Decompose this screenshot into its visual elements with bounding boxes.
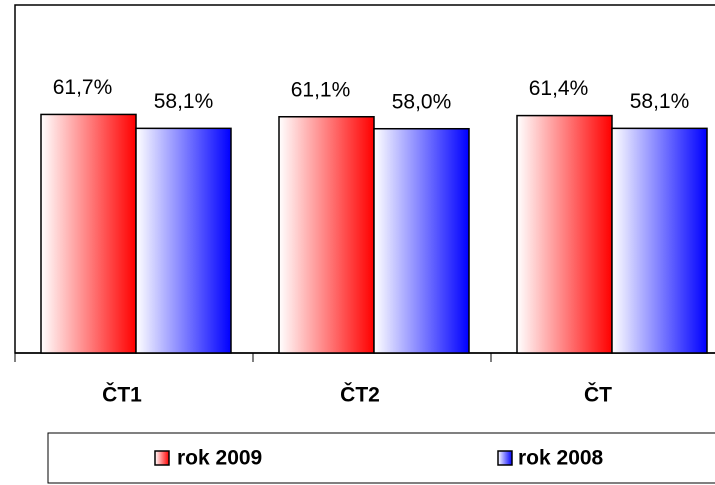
bar — [135, 127, 232, 354]
legend-label: rok 2009 — [177, 447, 262, 470]
legend-swatch — [497, 450, 513, 466]
data-label: 61,4% — [529, 77, 589, 100]
data-label: 58,1% — [630, 90, 690, 113]
legend-box — [47, 432, 715, 484]
legend-swatch — [154, 450, 170, 466]
bar — [611, 127, 708, 354]
legend-label: rok 2008 — [518, 447, 604, 470]
data-label: 58,1% — [154, 90, 214, 113]
bar — [40, 113, 137, 354]
x-tick-label: ČT2 — [340, 383, 380, 407]
x-tick-label: ČT — [584, 383, 612, 407]
x-tick-label: ČT1 — [102, 383, 142, 407]
data-label: 61,7% — [53, 76, 113, 99]
data-label: 61,1% — [291, 78, 351, 101]
data-label: 58,0% — [392, 90, 452, 113]
bar — [373, 127, 470, 354]
bar — [516, 114, 613, 354]
bar — [278, 115, 375, 354]
